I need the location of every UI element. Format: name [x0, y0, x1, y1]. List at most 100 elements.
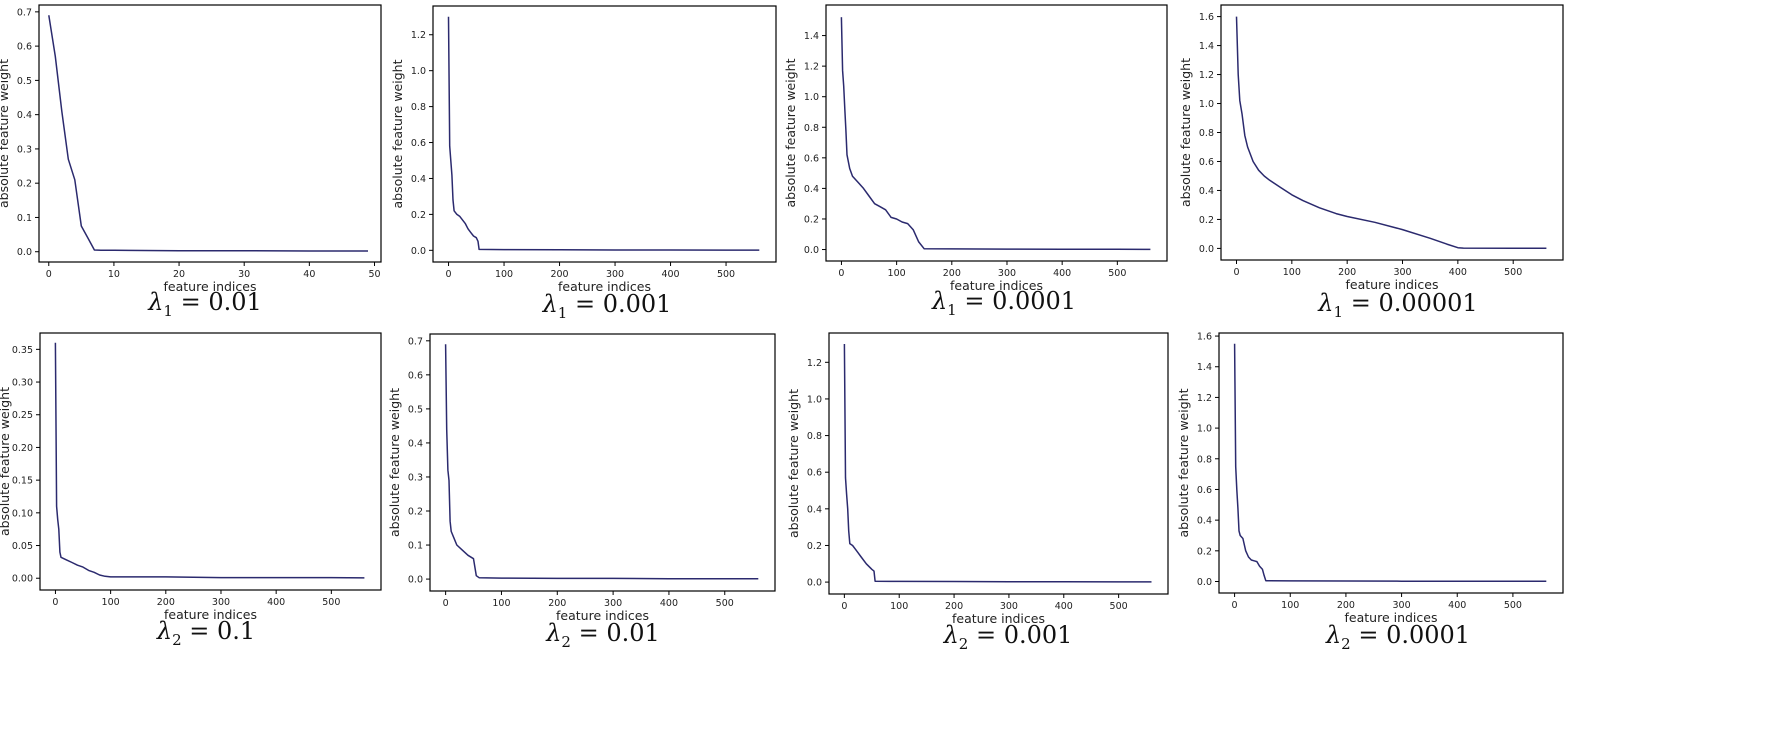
plot-frame	[39, 332, 382, 591]
y-tick-label: 0.3	[408, 472, 423, 483]
y-tick-label: 0.15	[12, 476, 33, 487]
x-tick-label: 500	[1504, 267, 1522, 278]
y-axis-label: absolute feature weight	[0, 59, 11, 208]
y-tick-label: 0.4	[1197, 516, 1212, 527]
x-tick-label: 0	[1232, 600, 1238, 611]
y-tick-label: 1.2	[1199, 70, 1214, 81]
x-tick-label: 400	[1053, 268, 1071, 279]
subplot-4: 0 100 200 300 400 500 0.0 0.2 0.4 0.6 0.8 1.0 1.2 1.4…	[1178, 4, 1564, 292]
x-tick-label: 100	[1281, 600, 1299, 611]
y-tick-label: 0.3	[17, 144, 32, 155]
subplot-2: 0 100 200 300 400 500 0.0 0.2 0.4 0.6 0.8 1.0 1.2 fea…	[390, 5, 777, 294]
x-tick-label: 400	[661, 269, 679, 280]
x-tick-label: 0	[443, 598, 449, 609]
x-tick-label: 400	[1449, 267, 1467, 278]
x-tick-label: 300	[604, 598, 622, 609]
y-tick-label: 0.2	[807, 541, 822, 552]
y-tick-label: 0.20	[12, 443, 33, 454]
y-tick-label: 0.8	[411, 102, 426, 113]
x-tick-label: 500	[322, 597, 340, 608]
caption-panel-7: λ2 = 0.001	[943, 621, 1073, 653]
y-tick-label: 1.0	[411, 66, 426, 77]
y-tick-label: 0.2	[804, 214, 819, 225]
plot-frame	[825, 4, 1168, 262]
y-tick-label: 0.4	[804, 184, 819, 195]
x-axis-label: feature indices	[164, 279, 257, 294]
x-tick-label: 200	[945, 601, 963, 612]
y-tick-label: 0.10	[12, 508, 33, 519]
subplot-3: 0 100 200 300 400 500 0.0 0.2 0.4 0.6 0.8 1.0 1.2 1.4…	[783, 4, 1168, 293]
y-tick-label: 0.4	[408, 438, 423, 449]
x-axis-label: feature indices	[556, 608, 649, 623]
x-axis-label: feature indices	[1345, 610, 1438, 625]
y-tick-label: 1.2	[804, 62, 819, 73]
x-tick-label: 20	[173, 269, 185, 280]
x-tick-label: 200	[157, 597, 175, 608]
y-tick-label: 0.35	[12, 345, 33, 356]
y-tick-label: 1.6	[1197, 332, 1212, 343]
x-axis-label: feature indices	[950, 278, 1043, 293]
y-tick-label: 0.1	[408, 541, 423, 552]
x-tick-label: 100	[495, 269, 513, 280]
y-tick-label: 0.0	[1197, 577, 1212, 588]
y-tick-label: 0.0	[17, 247, 32, 258]
y-tick-label: 0.7	[17, 7, 32, 18]
weight-curve	[444, 344, 759, 580]
y-tick-label: 0.8	[807, 431, 822, 442]
caption-panel-6: λ2 = 0.01	[546, 619, 660, 651]
y-tick-label: 0.2	[1197, 546, 1212, 557]
y-axis-label: absolute feature weight	[1178, 58, 1193, 207]
y-tick-label: 0.8	[1199, 128, 1214, 139]
x-tick-label: 0	[841, 601, 847, 612]
y-tick-label: 0.6	[17, 42, 32, 53]
y-tick-label: 1.4	[1197, 362, 1212, 373]
x-tick-label: 100	[102, 597, 120, 608]
y-tick-label: 0.2	[17, 179, 32, 190]
y-tick-label: 1.2	[807, 358, 822, 369]
y-tick-label: 0.2	[408, 507, 423, 518]
x-tick-label: 400	[1448, 600, 1466, 611]
y-tick-label: 0.1	[17, 213, 32, 224]
weight-curve	[843, 343, 1152, 583]
y-tick-label: 0.25	[12, 410, 33, 421]
x-tick-label: 500	[717, 269, 735, 280]
x-tick-label: 0	[446, 269, 452, 280]
caption-panel-8: λ2 = 0.0001	[1325, 621, 1471, 653]
x-axis-label: feature indices	[164, 607, 257, 622]
y-tick-label: 0.2	[411, 210, 426, 221]
x-tick-label: 0	[1233, 267, 1239, 278]
x-tick-label: 200	[548, 598, 566, 609]
subplot-7: 0 100 200 300 400 500 0.0 0.2 0.4 0.6 0.8 1.0 1.2 fea…	[786, 332, 1169, 626]
y-tick-label: 1.0	[804, 92, 819, 103]
y-tick-label: 1.6	[1199, 12, 1214, 23]
y-tick-label: 1.2	[411, 30, 426, 41]
y-tick-label: 0.0	[807, 578, 822, 589]
x-tick-label: 500	[1110, 601, 1128, 612]
y-tick-label: 1.4	[1199, 41, 1214, 52]
y-tick-label: 0.6	[1197, 485, 1212, 496]
y-tick-label: 0.05	[12, 541, 33, 552]
x-tick-label: 400	[660, 598, 678, 609]
x-tick-label: 200	[1338, 267, 1356, 278]
plot-frame	[1220, 4, 1564, 261]
y-axis-label: absolute feature weight	[0, 387, 12, 536]
x-tick-label: 400	[1055, 601, 1073, 612]
x-tick-label: 300	[1393, 267, 1411, 278]
subplot-8: 0 100 200 300 400 500 0.0 0.2 0.4 0.6 0.8 1.0 1.2 1.4…	[1176, 332, 1564, 625]
x-tick-label: 200	[1337, 600, 1355, 611]
x-tick-label: 200	[550, 269, 568, 280]
caption-panel-1: λ1 = 0.01	[148, 288, 262, 320]
x-tick-label: 0	[838, 268, 844, 279]
x-tick-label: 400	[267, 597, 285, 608]
caption-panel-2: λ1 = 0.001	[542, 290, 672, 322]
plot-frame	[38, 4, 382, 263]
plot-frame	[432, 5, 777, 263]
weight-curve	[1235, 16, 1547, 250]
x-tick-label: 0	[52, 597, 58, 608]
x-tick-label: 100	[492, 598, 510, 609]
weight-curve	[840, 17, 1151, 251]
y-axis-label: absolute feature weight	[783, 58, 798, 207]
caption-panel-4: λ1 = 0.00001	[1318, 289, 1478, 321]
y-tick-label: 0.6	[807, 468, 822, 479]
